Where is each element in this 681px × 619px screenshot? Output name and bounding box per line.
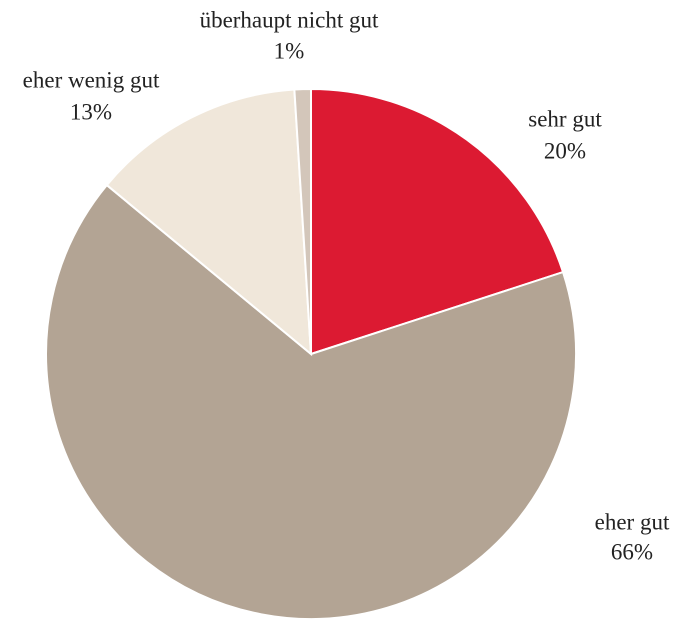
pie-slice: [105, 88, 313, 357]
pie-slice: [310, 87, 565, 356]
pie-slice: [45, 183, 577, 619]
slice-value-label: 66%: [611, 539, 653, 564]
pie-slice: [293, 87, 312, 355]
slice-value-label: 13%: [70, 99, 112, 124]
slice-label: eher gut: [595, 509, 670, 534]
slice-value-label: 20%: [544, 138, 586, 163]
slice-label: sehr gut: [528, 106, 602, 131]
slice-label: überhaupt nicht gut: [200, 7, 379, 32]
slice-label: eher wenig gut: [23, 67, 160, 92]
slice-value-label: 1%: [274, 38, 305, 63]
